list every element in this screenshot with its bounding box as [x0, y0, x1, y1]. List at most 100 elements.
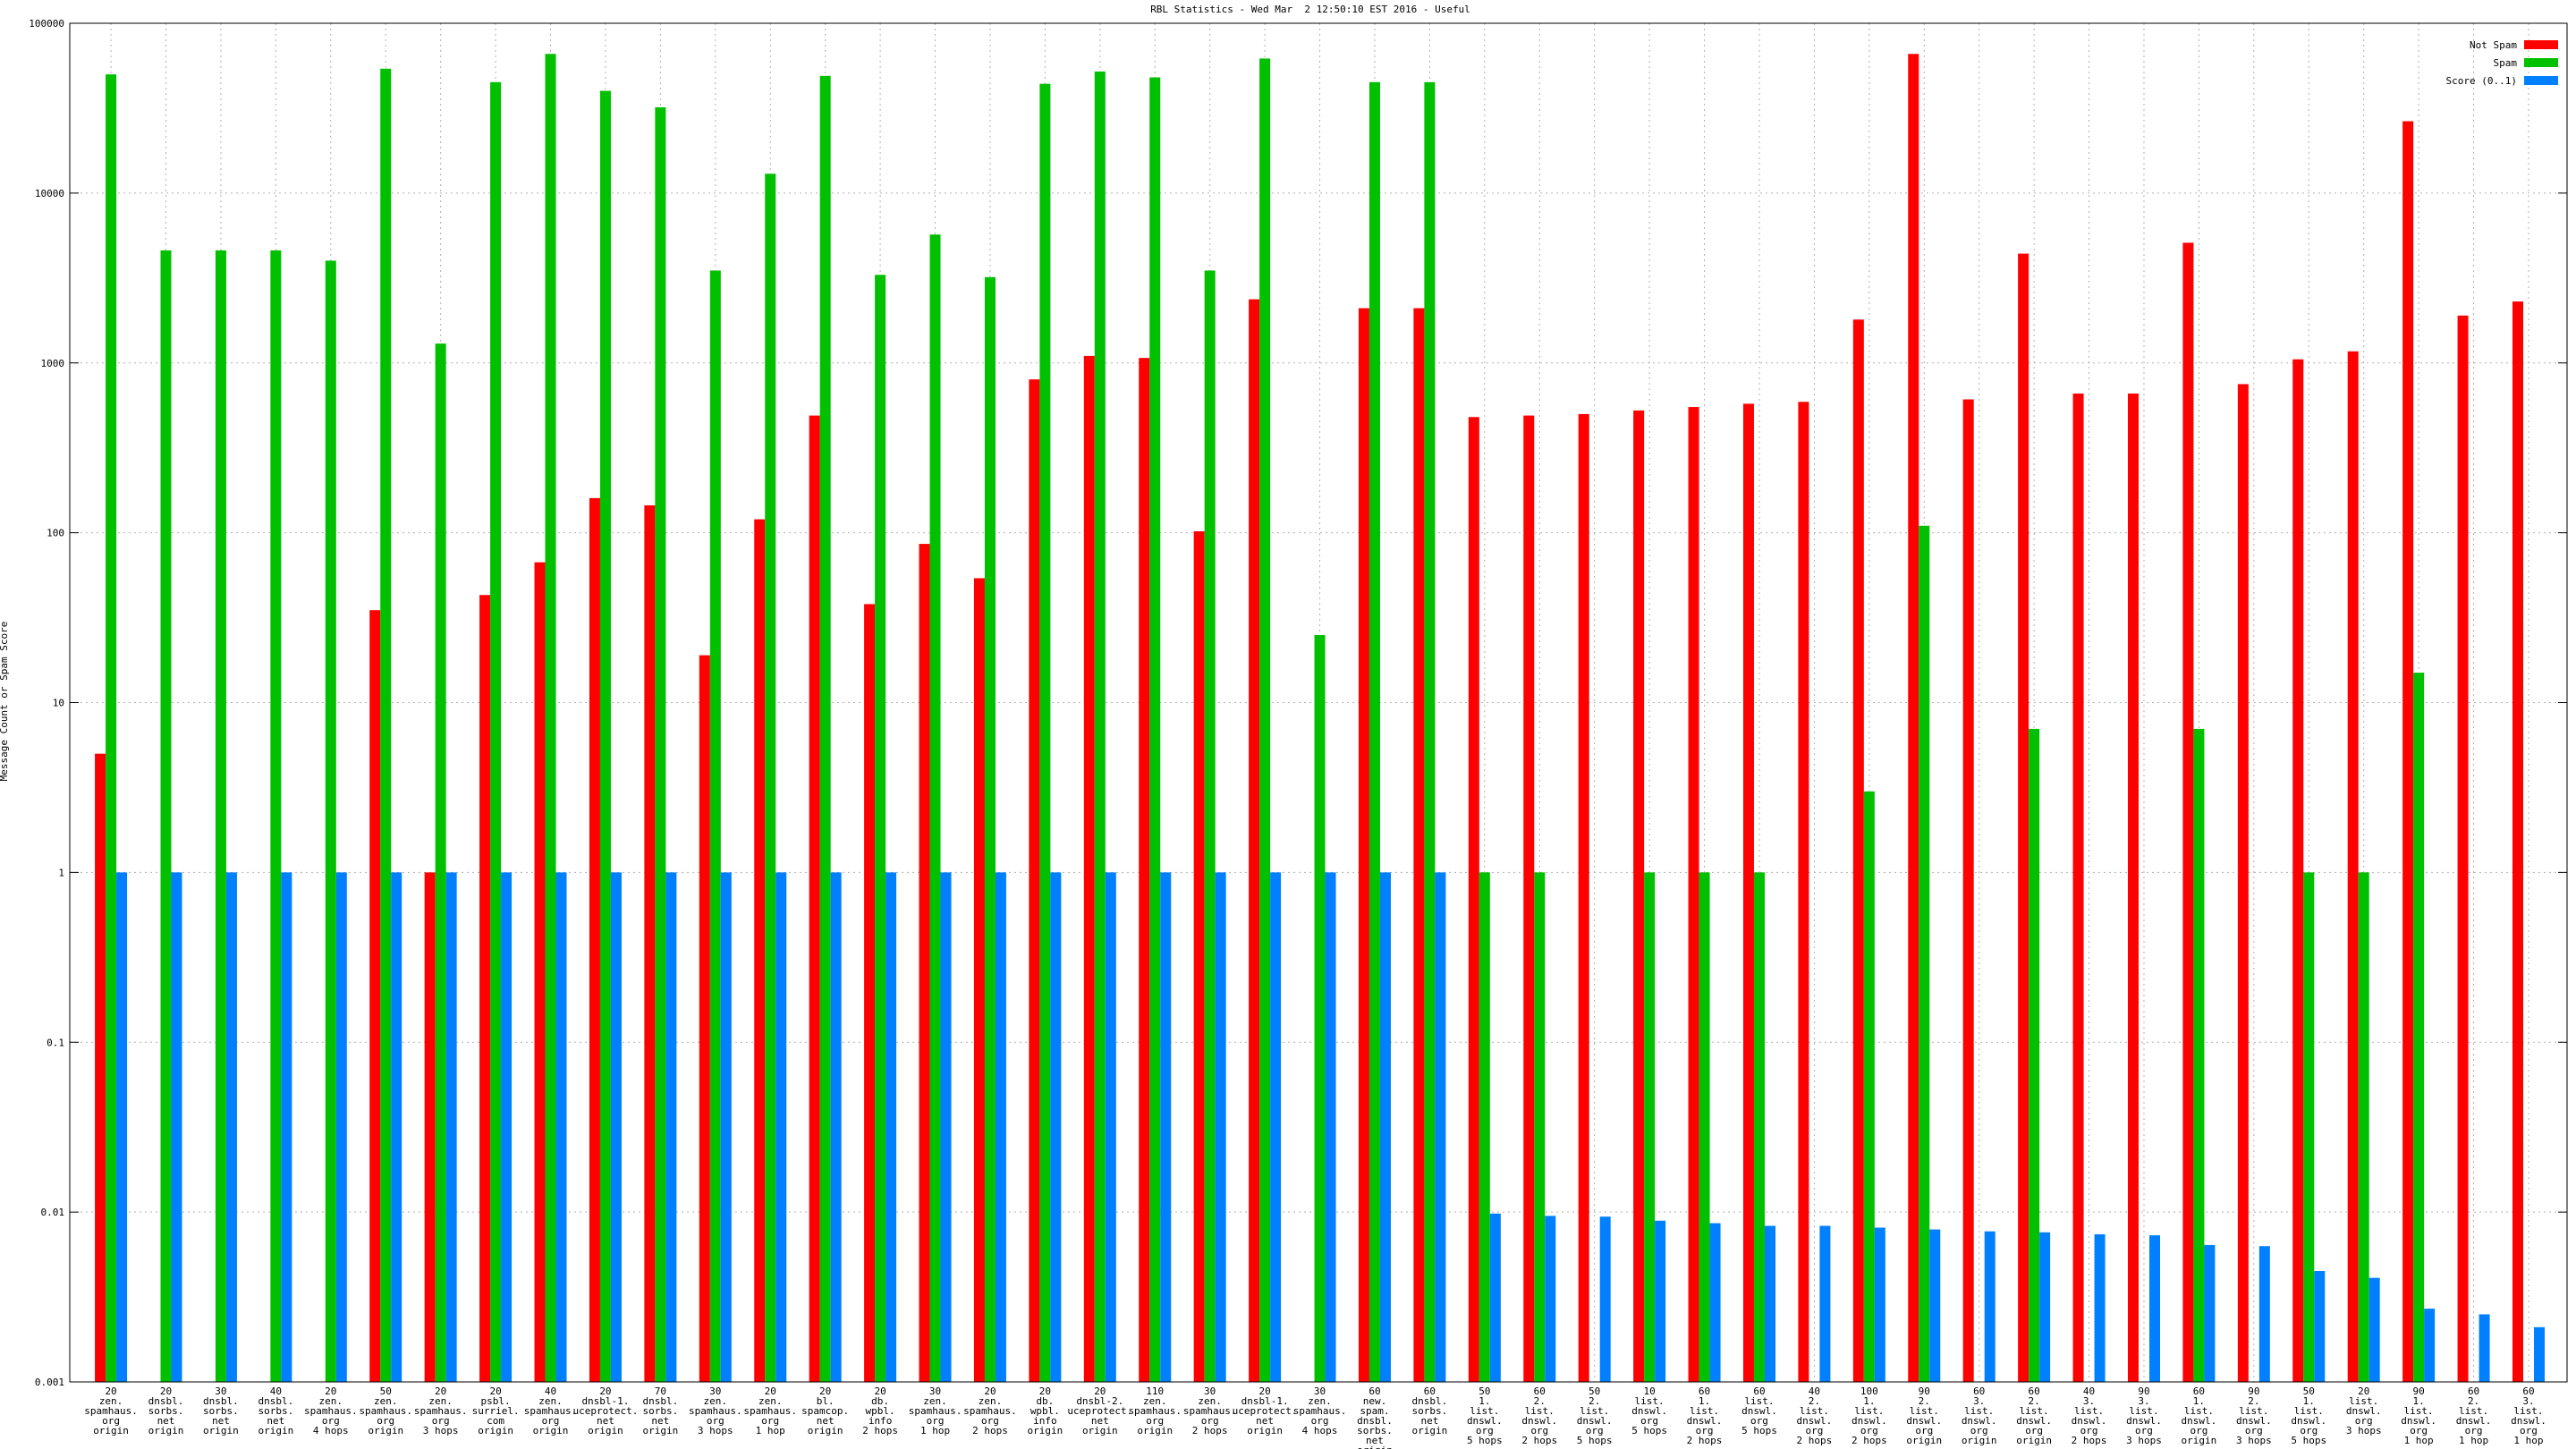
bar [1633, 410, 1645, 1382]
x-tick-label: 40 dnsbl. sorbs. net origin [258, 1385, 293, 1436]
x-tick-label: 60 1. list. dnswl. org 2 hops [1687, 1385, 1723, 1446]
x-tick-label-line: 60 [1534, 1385, 1546, 1397]
x-tick-label-line: wpbl. [866, 1405, 895, 1417]
x-tick-label-line: 2 hops [1852, 1435, 1887, 1446]
bar [809, 415, 820, 1383]
x-tick-label-line: dnsbl. [1357, 1415, 1393, 1427]
y-tick-label: 1 [58, 867, 64, 878]
x-tick-label-line: 1 hop [920, 1425, 950, 1436]
chart-title: RBL Statistics - Wed Mar 2 12:50:10 EST … [1150, 4, 1470, 15]
x-tick-label: 20 list. dnswl. org 3 hops [2346, 1385, 2382, 1436]
x-tick-label-line: net [1420, 1415, 1438, 1427]
bar [875, 275, 886, 1383]
x-tick-label-line: org [1970, 1425, 1988, 1436]
bar [2533, 1326, 2545, 1382]
x-tick-label-line: net [157, 1415, 175, 1427]
bar [270, 250, 282, 1383]
bar [2072, 394, 2084, 1382]
x-tick-label: 30 zen. spamhaus. org 1 hop [909, 1385, 962, 1436]
x-tick-label-line: org [2465, 1425, 2483, 1436]
y-tick-label: 10 [53, 698, 64, 709]
bar [1534, 872, 1546, 1382]
x-tick-label-line: dnsbl. [203, 1395, 239, 1407]
x-tick-label-line: dnswl. [1852, 1415, 1887, 1427]
x-tick-label-line: 20 [599, 1385, 611, 1397]
bar [1962, 399, 1974, 1382]
x-tick-label-line: 2. [2468, 1395, 2479, 1407]
bar [501, 872, 513, 1382]
x-tick-label-line: info [1033, 1415, 1057, 1427]
x-tick-label-line: 60 [2029, 1385, 2040, 1397]
x-tick-label-line: org [981, 1415, 999, 1427]
bar [940, 872, 952, 1382]
x-tick-label: 110 zen. spamhaus. org origin [1128, 1385, 1182, 1436]
bar [1029, 379, 1040, 1383]
x-tick-label-line: com [487, 1415, 504, 1427]
bar [160, 250, 172, 1383]
x-tick-label-line: 3. [2522, 1395, 2534, 1407]
x-tick-label-line: 100 [1860, 1385, 1878, 1397]
x-tick-label-line: info [869, 1415, 893, 1427]
x-tick-label: 20 bl. spamcop. net origin [801, 1385, 849, 1436]
x-tick-label-line: net [1091, 1415, 1109, 1427]
bar [1424, 81, 1436, 1382]
x-tick-label-line: 3. [2083, 1395, 2095, 1407]
bar [1599, 1216, 1611, 1382]
x-tick-label-line: dnswl. [2291, 1415, 2326, 1427]
x-tick-label-line: zen. [758, 1395, 783, 1407]
x-tick-label-line: org [2245, 1425, 2263, 1436]
bar [599, 90, 611, 1383]
x-tick-label-line: origin [478, 1425, 513, 1436]
legend-label: Not Spam [2470, 39, 2517, 51]
x-tick-label-line: net [1366, 1435, 1384, 1446]
x-tick-label-line: dnswl. [1741, 1405, 1777, 1417]
x-tick-label-line: 4 hops [313, 1425, 349, 1436]
bar [1368, 81, 1380, 1382]
x-tick-label-line: org [2135, 1425, 2153, 1436]
x-tick-label: 20 zen. spamhaus. org origin [84, 1385, 138, 1436]
bar [1468, 417, 1479, 1383]
x-tick-label-line: origin [368, 1425, 403, 1436]
x-tick-label-line: 3 hops [423, 1425, 459, 1436]
x-tick-label-line: 30 [1314, 1385, 1326, 1397]
x-tick-label-line: zen. [923, 1395, 947, 1407]
x-tick-label-line: zen. [1308, 1395, 1332, 1407]
x-tick-label-line: uceprotect. [1233, 1405, 1298, 1417]
x-tick-label-line: 1 hop [2513, 1435, 2543, 1446]
bar [984, 276, 996, 1382]
x-tick-label-line: origin [2016, 1435, 2052, 1446]
bar [973, 578, 985, 1382]
x-tick-label-line: org [1860, 1425, 1878, 1436]
x-tick-label-line: org [2300, 1425, 2318, 1436]
plot-border [69, 22, 2568, 1383]
x-tick-label-line: spamhaus. [689, 1405, 742, 1417]
x-tick-label: 100 1. list. dnswl. org 2 hops [1852, 1385, 1887, 1446]
x-tick-label: 20 dnsbl. sorbs. net origin [148, 1385, 184, 1436]
x-tick-label-line: origin [203, 1425, 239, 1436]
bar [1160, 872, 1172, 1382]
x-tick-label-line: spamhaus. [84, 1405, 138, 1417]
bar [369, 610, 381, 1382]
bar [1545, 1216, 1556, 1382]
x-tick-label-line: 50 [1479, 1385, 1490, 1397]
x-tick-label: 90 1. list. dnswl. org 1 hop [2401, 1385, 2436, 1446]
x-tick-label-line: 3 hops [2236, 1435, 2272, 1446]
x-tick-label: 20 db. wpbl. info 2 hops [862, 1385, 898, 1436]
x-tick-label-line: dnswl. [2016, 1415, 2052, 1427]
x-tick-label-line: spamhaus. [1183, 1405, 1237, 1417]
bar [2358, 872, 2369, 1382]
x-tick-label-line: dnswl. [2456, 1415, 2492, 1427]
x-tick-label-line: 3. [1973, 1395, 1985, 1407]
bar [1479, 872, 1490, 1382]
x-tick-label-line: 60 [2193, 1385, 2205, 1397]
bar [610, 872, 622, 1382]
x-tick-label-line: 40 [1809, 1385, 1820, 1397]
bar [2029, 728, 2040, 1382]
x-tick-label-line: 1. [1699, 1395, 1710, 1407]
x-tick-label-line: 20 [489, 1385, 501, 1397]
x-tick-label-line: 60 [1699, 1385, 1710, 1397]
bar [709, 270, 721, 1382]
x-tick-label-line: 20 [105, 1385, 116, 1397]
x-tick-label-line: 70 [655, 1385, 666, 1397]
x-tick-label-line: origin [533, 1425, 569, 1436]
